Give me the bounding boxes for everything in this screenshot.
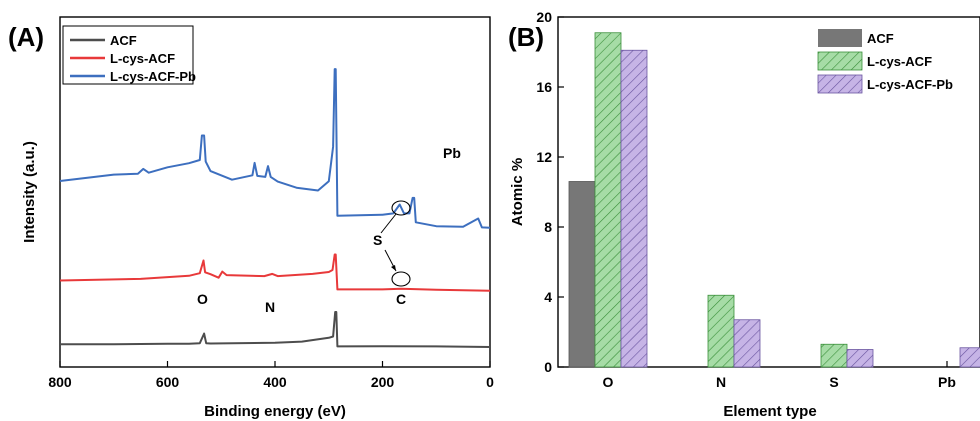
- panel-a-y-axis-title: Intensity (a.u.): [21, 141, 38, 243]
- bar-acf-o: [568, 181, 596, 368]
- panel-b-y-tick-label: 4: [544, 289, 552, 305]
- panel-b-axes: 0 4 8 12 16 20 O N S Pb: [536, 9, 956, 390]
- panel-a-x-axis: 800 600 400 200 0: [48, 361, 494, 390]
- annotation-c-circle: [391, 271, 411, 287]
- legend-b-label-acf: ACF: [867, 31, 894, 46]
- bar-l-cys-acf-pb-pb: [959, 347, 980, 368]
- annotation-n: N: [265, 299, 275, 315]
- bar-l-cys-acf-n: [707, 294, 735, 368]
- panel-b-x-tick-label: Pb: [938, 374, 956, 390]
- panel-a-x-axis-title: Binding energy (eV): [204, 403, 346, 420]
- panel-b-label: (B): [508, 22, 544, 52]
- panel-a-x-tick-label: 400: [263, 374, 287, 390]
- spectrum-line-l-cys-acf: [59, 253, 491, 292]
- panel-b-y-axis-title: Atomic %: [509, 158, 526, 226]
- panel-a-spectra: [59, 68, 491, 348]
- panel-b-bars: [568, 32, 980, 368]
- annotation-s-circle: [391, 200, 411, 216]
- bar-l-cys-acf-pb-o: [620, 49, 648, 368]
- annotation-arrow-head: [391, 265, 396, 271]
- panel-a-x-tick-label: 800: [48, 374, 72, 390]
- legend-a-label-lcys-acf: L-cys-ACF: [110, 51, 175, 66]
- legend-b-swatch-acf: [818, 29, 862, 47]
- panel-b-y-tick-label: 16: [536, 79, 552, 95]
- bar-l-cys-acf-pb-n: [733, 319, 761, 368]
- panel-b-x-tick-label: O: [603, 374, 614, 390]
- legend-b-label-lcys-acf: L-cys-ACF: [867, 54, 932, 69]
- annotation-c: C: [396, 291, 406, 307]
- panel-b-y-tick-label: 8: [544, 219, 552, 235]
- annotation-o: O: [197, 291, 208, 307]
- panel-a-x-tick-label: 600: [156, 374, 180, 390]
- bar-l-cys-acf-s: [820, 343, 848, 368]
- legend-b-swatch-lcys-acf-pb: [817, 74, 863, 94]
- bar-l-cys-acf-pb-s: [846, 349, 874, 368]
- panel-b-y-tick-label: 20: [536, 9, 552, 25]
- bar-l-cys-acf-o: [594, 32, 622, 368]
- spectrum-line-l-cys-acf-pb: [59, 68, 491, 229]
- annotation-pb: Pb: [443, 145, 461, 161]
- panel-b-y-tick-label: 0: [544, 359, 552, 375]
- panel-a-legend: ACF L-cys-ACF L-cys-ACF-Pb: [62, 25, 196, 85]
- panel-b-atomic-percent: (B) 0 4 8 12 16 20 O N S Pb Element type Atomic %…: [508, 9, 980, 420]
- panel-a-legend-box: [62, 25, 194, 85]
- panel-b-legend: ACF L-cys-ACF L-cys-ACF-Pb: [817, 29, 953, 94]
- panel-a-label: (A): [8, 22, 44, 52]
- panel-a-xps-survey: (A) 800 600 400 200 0 Binding energy (eV) In…: [8, 16, 494, 420]
- annotation-s-arrow-up: [380, 213, 397, 234]
- panel-b-frame: [557, 16, 980, 368]
- spectrum-line-acf: [59, 311, 491, 348]
- panel-b-x-axis-title: Element type: [723, 403, 816, 420]
- panel-b-y-tick-label: 12: [536, 149, 552, 165]
- annotation-s: S: [373, 232, 382, 248]
- panel-a-x-tick-label: 0: [486, 374, 494, 390]
- legend-a-label-lcys-acf-pb: L-cys-ACF-Pb: [110, 69, 196, 84]
- legend-b-swatch-lcys-acf: [817, 51, 863, 71]
- panel-a-x-tick-label: 200: [371, 374, 395, 390]
- panel-b-x-tick-label: N: [716, 374, 726, 390]
- panel-b-x-tick-label: S: [829, 374, 838, 390]
- legend-b-label-lcys-acf-pb: L-cys-ACF-Pb: [867, 77, 953, 92]
- legend-a-label-acf: ACF: [110, 33, 137, 48]
